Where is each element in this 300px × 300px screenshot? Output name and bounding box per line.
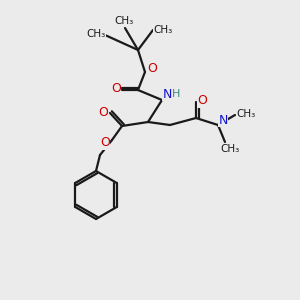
Text: O: O (147, 62, 157, 76)
Text: N: N (218, 113, 228, 127)
Text: H: H (172, 89, 180, 99)
Text: O: O (111, 82, 121, 95)
Text: O: O (197, 94, 207, 107)
Text: CH₃: CH₃ (236, 109, 256, 119)
Text: O: O (100, 136, 110, 149)
Text: N: N (162, 88, 172, 100)
Text: CH₃: CH₃ (153, 25, 172, 35)
Text: CH₃: CH₃ (86, 29, 106, 39)
Text: CH₃: CH₃ (220, 144, 240, 154)
Text: CH₃: CH₃ (114, 16, 134, 26)
Text: O: O (98, 106, 108, 118)
